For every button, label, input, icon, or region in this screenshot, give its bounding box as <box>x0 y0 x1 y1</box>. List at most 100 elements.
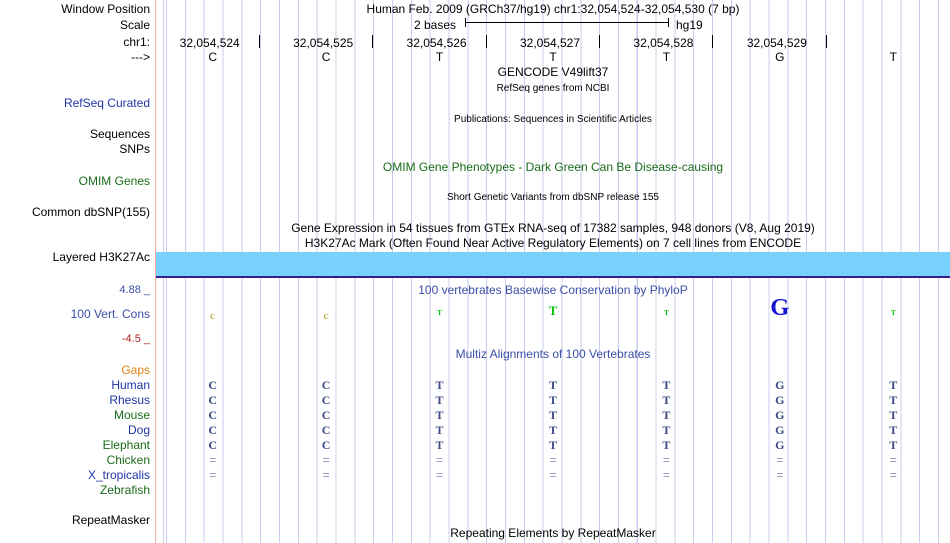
align-cell-rhesus: T <box>662 393 671 407</box>
ruler-tick <box>372 35 374 48</box>
conservation-bar-T: T <box>437 308 442 317</box>
align-cell-dog: C <box>208 423 218 437</box>
conservation-bar-C: C <box>323 312 329 321</box>
align-cell-x_tropicalis: = <box>549 468 557 482</box>
label-refseq-curated[interactable]: RefSeq Curated <box>63 96 150 110</box>
conservation-bar-G: G <box>770 293 790 321</box>
conservation-bar-T: T <box>548 304 558 319</box>
species-label-chicken[interactable]: Chicken <box>106 453 150 467</box>
align-cell-mouse: C <box>321 408 331 422</box>
ruler-tick <box>825 35 827 48</box>
ruler-base-T: T <box>435 50 444 64</box>
align-cell-x_tropicalis: = <box>889 468 897 482</box>
ruler-coordinate: 32,054,527 <box>519 36 581 50</box>
species-label-dog[interactable]: Dog <box>127 423 150 437</box>
label-chromosome[interactable]: chr1: <box>123 35 150 49</box>
scale-bar-label: 2 bases <box>413 18 456 32</box>
track-title-h3k27ac: H3K27Ac Mark (Often Found Near Active Re… <box>304 236 802 250</box>
align-cell-rhesus: C <box>208 393 218 407</box>
track-title-multiz: Multiz Alignments of 100 Vertebrates <box>455 347 651 361</box>
align-cell-elephant: C <box>321 438 331 452</box>
ruler-coordinate: 32,054,529 <box>746 36 807 50</box>
ruler-coordinate: 32,054,525 <box>293 36 354 50</box>
align-cell-x_tropicalis: = <box>776 468 784 482</box>
species-label-human[interactable]: Human <box>111 378 150 392</box>
align-cell-chicken: = <box>209 453 217 467</box>
align-cell-rhesus: C <box>321 393 331 407</box>
label-cons-max-value: 4.88 _ <box>119 284 150 296</box>
ruler-tick <box>712 35 714 48</box>
h3k27ac-signal-block[interactable] <box>156 252 950 277</box>
ruler-base-T: T <box>549 50 557 64</box>
label-cons-min-value: -4.5 _ <box>121 333 150 345</box>
align-cell-dog: T <box>889 423 898 437</box>
ruler-coordinate: 32,054,528 <box>633 36 694 50</box>
scale-bar <box>465 18 669 27</box>
align-cell-mouse: T <box>889 408 898 422</box>
align-cell-elephant: T <box>548 438 557 452</box>
align-cell-human: C <box>208 378 218 392</box>
align-cell-rhesus: T <box>548 393 557 407</box>
align-cell-dog: T <box>548 423 557 437</box>
align-cell-dog: T <box>435 423 444 437</box>
track-title-phylop: 100 vertebrates Basewise Conservation by… <box>418 283 688 297</box>
align-cell-elephant: C <box>208 438 218 452</box>
align-cell-chicken: = <box>436 453 444 467</box>
species-label-mouse[interactable]: Mouse <box>113 408 150 422</box>
label-common-dbsnp[interactable]: Common dbSNP(155) <box>31 205 150 219</box>
align-cell-dog: G <box>775 423 785 437</box>
ruler-tick <box>258 35 260 48</box>
label-omim-genes[interactable]: OMIM Genes <box>78 174 150 188</box>
track-title-repeatmasker: Repeating Elements by RepeatMasker <box>450 526 656 540</box>
align-cell-x_tropicalis: = <box>436 468 444 482</box>
ruler-base-T: T <box>889 50 897 64</box>
align-cell-human: C <box>321 378 331 392</box>
species-label-rhesus[interactable]: Rhesus <box>109 393 150 407</box>
species-label-zebrafish[interactable]: Zebrafish <box>99 483 150 497</box>
align-cell-rhesus: G <box>775 393 785 407</box>
align-cell-mouse: T <box>662 408 671 422</box>
track-title-omim: OMIM Gene Phenotypes - Dark Green Can Be… <box>382 160 724 174</box>
track-title-gtex: Gene Expression in 54 tissues from GTEx … <box>291 221 815 235</box>
label-repeatmasker[interactable]: RepeatMasker <box>71 513 150 527</box>
align-cell-elephant: T <box>435 438 444 452</box>
label-scale[interactable]: Scale <box>119 18 150 32</box>
label-snps[interactable]: SNPs <box>119 142 150 156</box>
align-cell-human: T <box>435 378 444 392</box>
conservation-bar-T: T <box>664 308 669 317</box>
conservation-bar-C: C <box>210 312 216 321</box>
align-cell-mouse: T <box>435 408 444 422</box>
align-cell-rhesus: T <box>435 393 444 407</box>
align-cell-chicken: = <box>889 453 897 467</box>
align-cell-x_tropicalis: = <box>662 468 670 482</box>
assembly-db-label: hg19 <box>676 18 703 32</box>
label-area-divider <box>155 0 156 543</box>
align-cell-chicken: = <box>662 453 670 467</box>
align-cell-mouse: C <box>208 408 218 422</box>
align-cell-dog: T <box>662 423 671 437</box>
ruler-tick <box>485 35 487 48</box>
label-window-position[interactable]: Window Position <box>61 2 150 16</box>
h3k27ac-baseline <box>156 276 950 278</box>
align-cell-x_tropicalis: = <box>209 468 217 482</box>
species-label-elephant[interactable]: Elephant <box>102 438 150 452</box>
align-cell-chicken: = <box>549 453 557 467</box>
align-cell-chicken: = <box>322 453 330 467</box>
ruler-base-C: C <box>321 50 331 64</box>
species-label-x_tropicalis[interactable]: X_tropicalis <box>87 468 150 482</box>
ruler-coordinate: 32,054,526 <box>406 36 467 50</box>
label-strand-arrow[interactable]: ---> <box>131 50 150 64</box>
align-cell-mouse: T <box>548 408 557 422</box>
assembly-position-header: Human Feb. 2009 (GRCh37/hg19) chr1:32,05… <box>366 2 740 16</box>
label-layered-h3k27ac[interactable]: Layered H3K27Ac <box>52 250 150 264</box>
track-title-gencode: GENCODE V49lift37 <box>497 65 609 79</box>
align-cell-x_tropicalis: = <box>322 468 330 482</box>
ruler-base-T: T <box>662 50 671 64</box>
label-sequences[interactable]: Sequences <box>89 127 150 141</box>
align-cell-elephant: G <box>775 438 785 452</box>
label-gaps[interactable]: Gaps <box>121 363 150 377</box>
ruler-coordinate: 32,054,524 <box>179 36 240 50</box>
label-100-vert-cons[interactable]: 100 Vert. Cons <box>70 307 150 321</box>
align-cell-dog: C <box>321 423 331 437</box>
